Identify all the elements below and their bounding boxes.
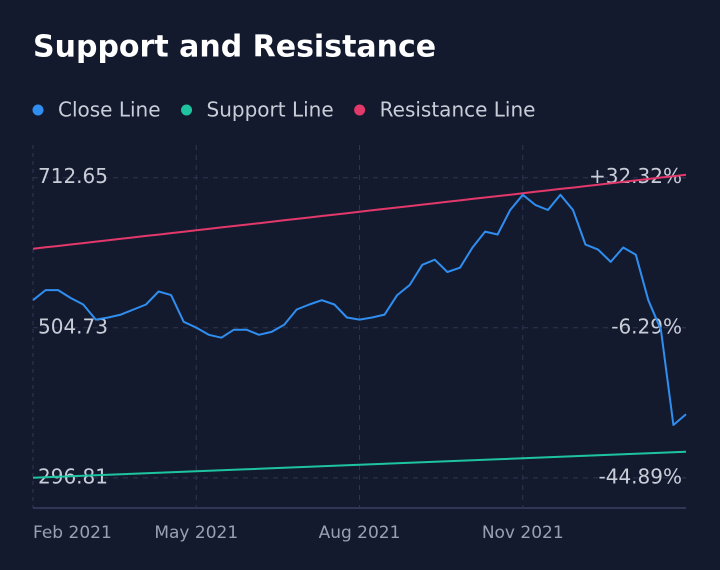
series-line [32, 193, 687, 426]
legend-swatch [181, 104, 193, 116]
legend-swatch [32, 104, 44, 116]
y-tick-label: 504.73 [38, 314, 108, 338]
y2-tick-label: -44.89% [599, 464, 682, 488]
legend-label: Resistance Line [380, 98, 536, 122]
legend-swatch [354, 104, 366, 116]
x-tick-label: Feb 2021 [33, 523, 112, 543]
y2-tick-label: -6.29% [611, 314, 682, 338]
x-tick-label: May 2021 [154, 523, 238, 543]
x-tick-label: Nov 2021 [482, 523, 564, 543]
series-line [32, 173, 687, 250]
chart-title: Support and Resistance [33, 30, 436, 65]
x-tick-label: Aug 2021 [319, 523, 401, 543]
legend-label: Support Line [207, 98, 334, 122]
y-tick-label: 712.65 [38, 164, 108, 188]
legend-label: Close Line [58, 98, 161, 122]
series-line [32, 450, 687, 479]
